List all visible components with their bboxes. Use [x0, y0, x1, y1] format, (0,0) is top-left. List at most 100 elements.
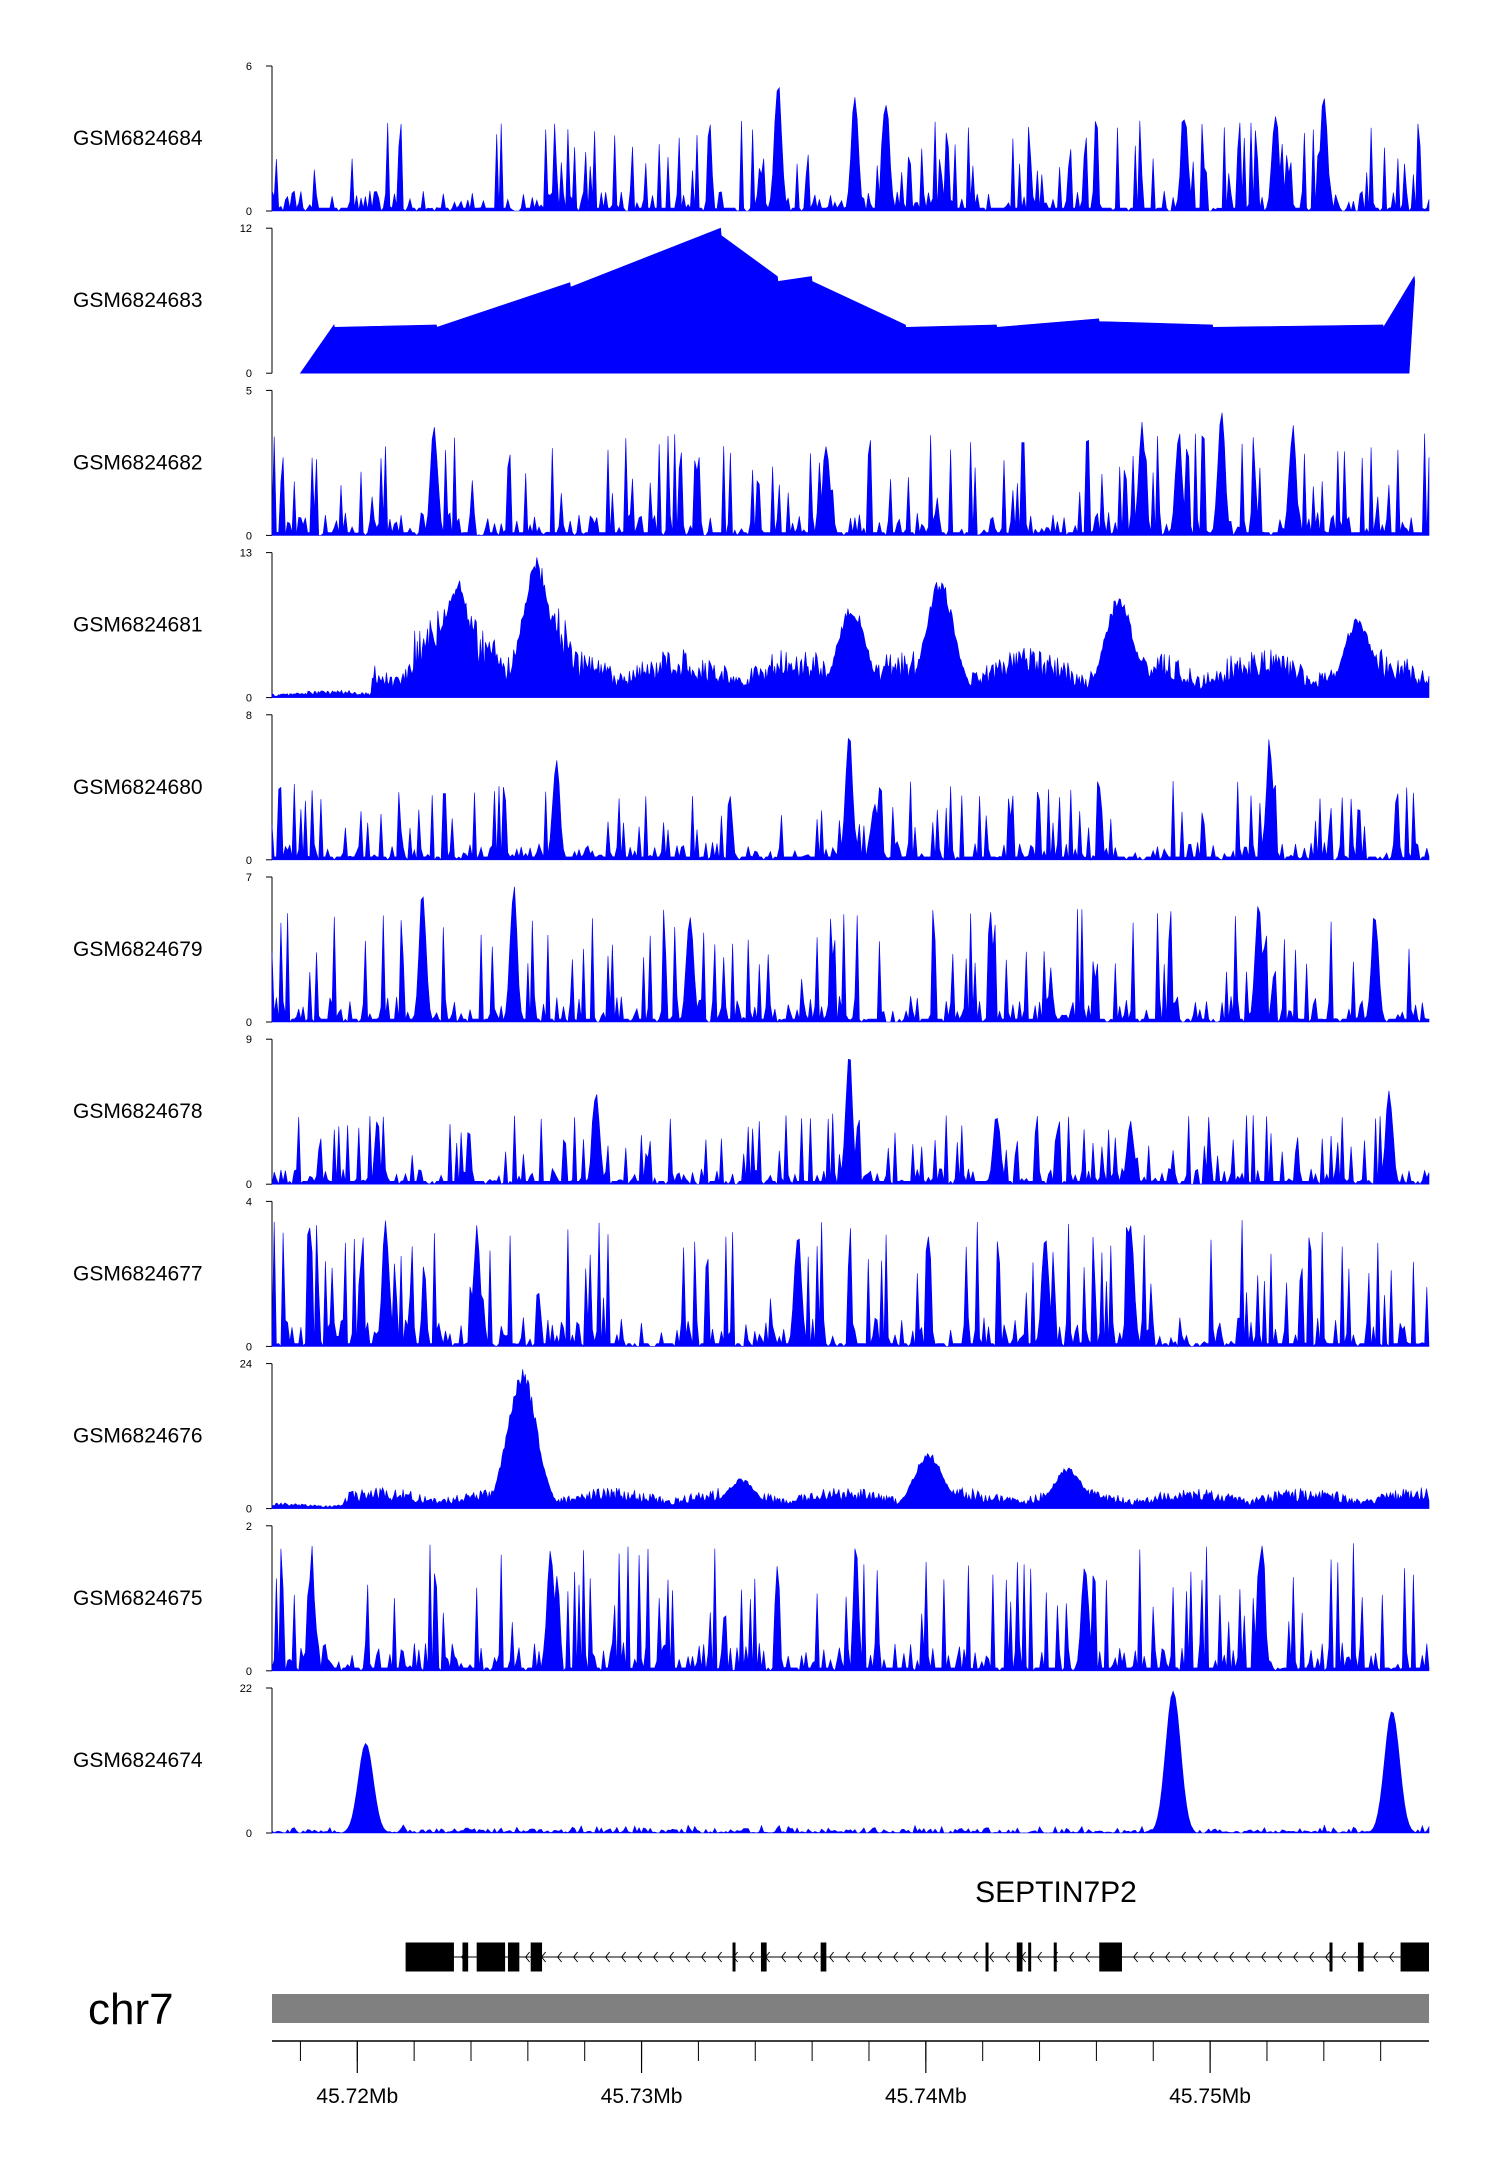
track-GSM6824675: GSM6824675 2 0: [73, 1521, 1430, 1678]
strand-arrow: [1180, 1951, 1187, 1963]
y-tick-label-max: 9: [246, 1034, 252, 1046]
y-tick-label-max: 6: [246, 61, 252, 73]
gene-exon: [1016, 1942, 1023, 1972]
gene-exon: [1053, 1942, 1057, 1972]
signal-area-GSM6824682: [271, 412, 1430, 537]
signal-area-GSM6824680: [271, 737, 1430, 861]
strand-arrow: [1068, 1951, 1075, 1963]
strand-arrow: [988, 1951, 994, 1963]
track-label: GSM6824678: [73, 1100, 203, 1123]
gene-exon: [760, 1942, 767, 1972]
strand-arrow: [1132, 1951, 1139, 1963]
track-GSM6824682: GSM6824682 5 0: [73, 385, 1430, 542]
signal-area-GSM6824676: [271, 1369, 1430, 1509]
y-tick-label-max: 12: [240, 223, 252, 235]
strand-arrow: [1308, 1951, 1315, 1963]
gene-label: SEPTIN7P2: [975, 1876, 1137, 1909]
x-tick-label: 45.73Mb: [601, 2085, 683, 2108]
strand-arrow: [1292, 1951, 1299, 1963]
y-tick-label-min: 0: [246, 855, 252, 867]
strand-arrow: [812, 1951, 818, 1963]
strand-arrow: [588, 1951, 594, 1963]
gene-exon: [507, 1942, 520, 1972]
strand-arrow: [972, 1951, 978, 1963]
y-tick-label-min: 0: [246, 1179, 252, 1191]
gene-track: SEPTIN7P2: [405, 1876, 1429, 1972]
y-tick-label-min: 0: [246, 368, 252, 380]
track-label: GSM6824676: [73, 1425, 203, 1448]
y-tick-label-min: 0: [246, 1828, 252, 1840]
strand-arrow: [1004, 1951, 1011, 1963]
track-GSM6824676: GSM6824676 24 0: [73, 1359, 1430, 1516]
y-tick-label-min: 0: [246, 693, 252, 705]
track-GSM6824678: GSM6824678 9 0: [73, 1034, 1430, 1191]
strand-arrow: [716, 1951, 722, 1963]
strand-arrow: [828, 1951, 834, 1963]
strand-arrow: [1164, 1951, 1171, 1963]
y-tick-label-min: 0: [246, 1504, 252, 1516]
y-tick-label-min: 0: [246, 206, 252, 218]
gene-exon: [462, 1942, 469, 1972]
gene-exon: [985, 1942, 989, 1972]
strand-arrow: [652, 1951, 658, 1963]
strand-arrow: [572, 1951, 578, 1963]
signal-area-GSM6824675: [271, 1543, 1430, 1672]
strand-arrow: [1148, 1951, 1155, 1963]
track-GSM6824674: GSM6824674 22 0: [73, 1683, 1430, 1840]
y-tick-label-max: 22: [240, 1683, 252, 1695]
strand-arrow: [860, 1951, 866, 1963]
track-label: GSM6824683: [73, 289, 203, 312]
track-GSM6824684: GSM6824684 6 0: [73, 61, 1430, 218]
y-tick-label-min: 0: [246, 1666, 252, 1678]
chromosome-label: chr7: [88, 1985, 174, 2034]
x-tick-label: 45.75Mb: [1169, 2085, 1251, 2108]
strand-arrow: [684, 1951, 690, 1963]
strand-arrow: [556, 1951, 562, 1963]
strand-arrow: [876, 1951, 882, 1963]
strand-arrow: [796, 1951, 802, 1963]
gene-exon: [405, 1942, 454, 1972]
track-label: GSM6824677: [73, 1262, 203, 1285]
signal-area-GSM6824677: [271, 1220, 1430, 1348]
track-label: GSM6824680: [73, 776, 203, 799]
strand-arrow: [636, 1951, 642, 1963]
strand-arrow: [844, 1951, 850, 1963]
signal-area-GSM6824679: [271, 886, 1430, 1023]
chromosome-ideogram-bar: [272, 1994, 1429, 2023]
y-tick-label-min: 0: [246, 530, 252, 542]
y-tick-label-max: 13: [240, 548, 252, 560]
track-label: GSM6824679: [73, 938, 203, 961]
track-GSM6824677: GSM6824677 4 0: [73, 1196, 1430, 1353]
gene-exon: [1357, 1942, 1364, 1972]
track-label: GSM6824684: [73, 127, 203, 150]
gene-exon: [1028, 1942, 1032, 1972]
track-GSM6824679: GSM6824679 7 0: [73, 872, 1430, 1029]
signal-area-GSM6824681: [271, 557, 1430, 698]
strand-arrow: [956, 1951, 962, 1963]
signal-area-GSM6824678: [271, 1058, 1430, 1186]
strand-arrow: [892, 1951, 898, 1963]
track-label: GSM6824682: [73, 451, 203, 474]
y-tick-label-max: 7: [246, 872, 252, 884]
gene-exon: [1329, 1942, 1333, 1972]
gene-exon: [1099, 1942, 1122, 1972]
strand-arrow: [748, 1951, 754, 1963]
x-tick-label: 45.74Mb: [885, 2085, 967, 2108]
strand-arrow: [780, 1951, 786, 1963]
track-GSM6824683: GSM6824683 12 0: [73, 223, 1416, 380]
gene-exon: [530, 1942, 543, 1972]
gene-exon: [476, 1942, 506, 1972]
strand-arrow: [1036, 1951, 1043, 1963]
strand-arrow: [1244, 1951, 1251, 1963]
track-GSM6824681: GSM6824681 13 0: [73, 548, 1430, 705]
signal-area-GSM6824683: [299, 227, 1416, 374]
gene-exon: [1400, 1942, 1429, 1972]
strand-arrow: [668, 1951, 674, 1963]
gene-exon: [732, 1942, 736, 1972]
strand-arrow: [1260, 1951, 1267, 1963]
x-tick-label: 45.72Mb: [316, 2085, 398, 2108]
x-axis: 45.72Mb 45.73Mb 45.74Mb 45.75Mb: [299, 2041, 1382, 2108]
strand-arrow: [1276, 1951, 1283, 1963]
signal-area-GSM6824674: [271, 1690, 1430, 1834]
